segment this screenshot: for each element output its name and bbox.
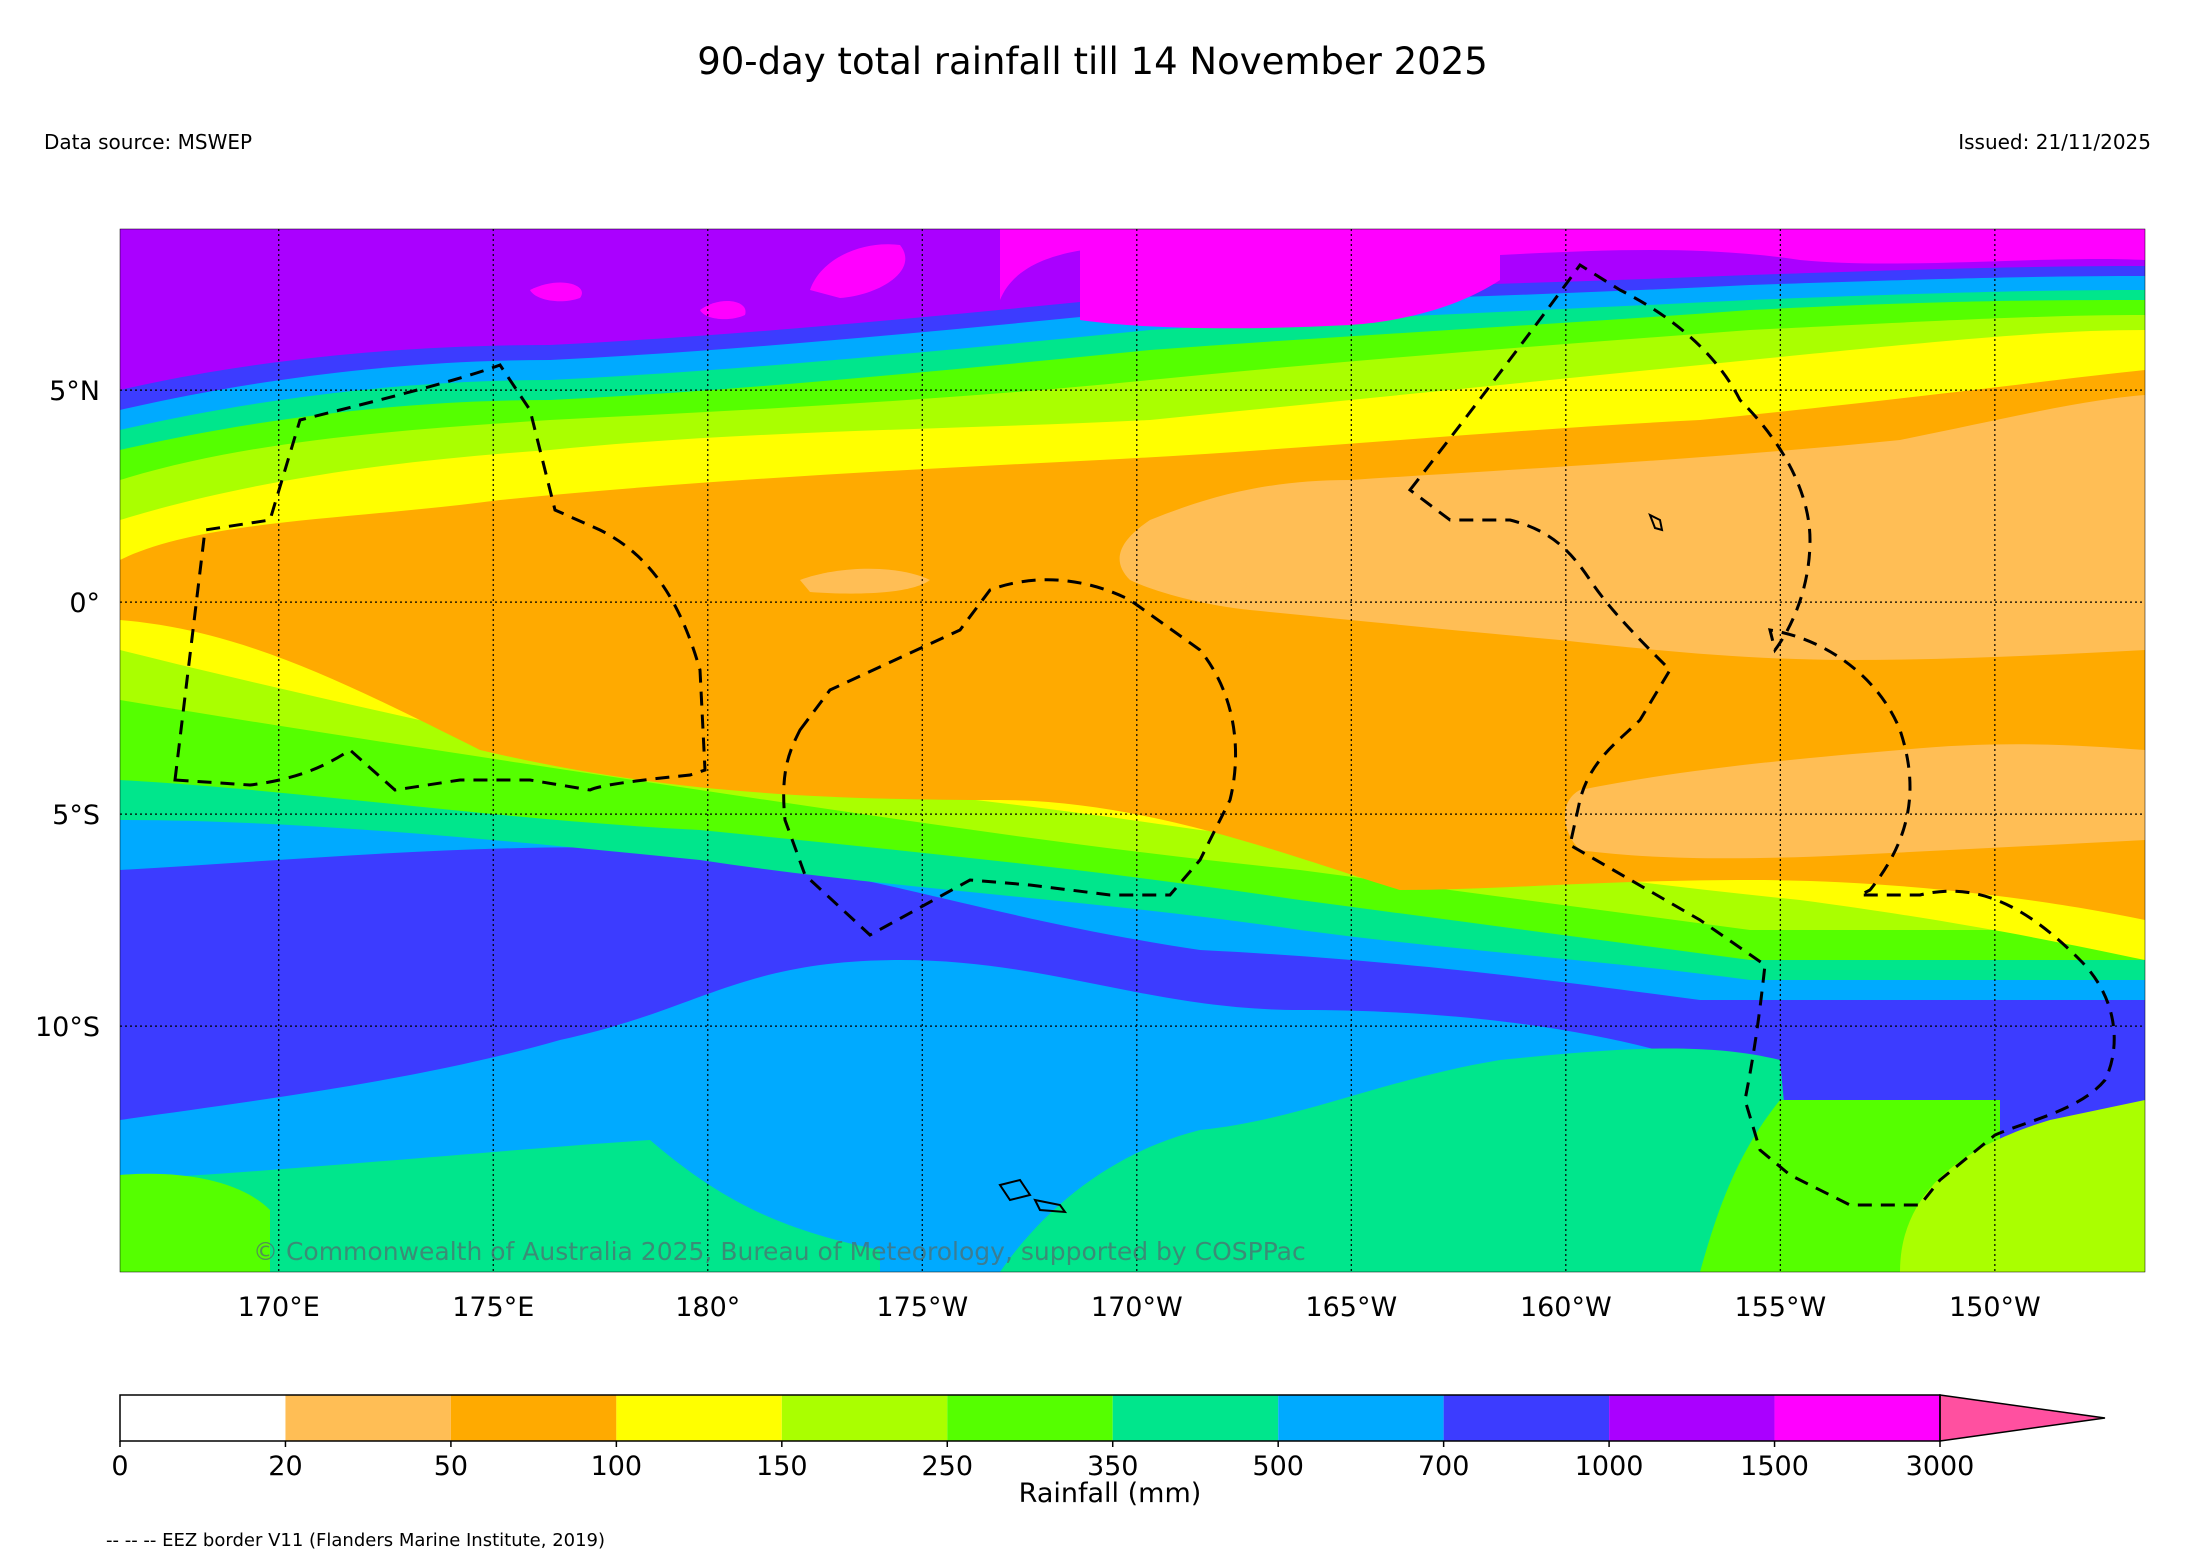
band-250-350-sw: [120, 1173, 270, 1272]
colorbar: 0 20 50 100 150 250 350 500 700 1000 1500 3000: [111, 1394, 2106, 1482]
colorbar-outline: [119, 1394, 1941, 1442]
lon-tick-label: 165°W: [1305, 1292, 1397, 1323]
colorbar-tick-label: 1000: [1575, 1451, 1644, 1482]
colorbar-tick-label: 100: [591, 1451, 643, 1482]
colorbar-tick-label: 50: [434, 1451, 468, 1482]
map-gridlines: [120, 229, 2145, 1272]
colorbar-tick-label: 150: [756, 1451, 808, 1482]
rainfall-field: [120, 229, 2145, 1272]
island-samoa-1: [998, 1178, 1032, 1202]
data-source-label: Data source: MSWEP: [44, 130, 253, 154]
colorbar-tick-label: 350: [1087, 1451, 1139, 1482]
colorbar-segment: [1774, 1395, 1940, 1441]
lat-tick-label: 5°N: [49, 376, 100, 407]
lon-tick-label: 180°: [675, 1292, 740, 1323]
map-title: 90-day total rainfall till 14 November 2…: [697, 40, 1488, 83]
eez-border-kiribati-gilbert: [173, 363, 707, 792]
map-frame: [119, 228, 2146, 1273]
colorbar-segment: [616, 1395, 782, 1441]
colorbar-tick-label: 20: [268, 1451, 302, 1482]
lat-tick-label: 5°S: [52, 800, 100, 831]
colorbar-segment: [781, 1395, 948, 1441]
lon-tick-label: 175°W: [876, 1292, 968, 1323]
colorbar-segment: [450, 1395, 617, 1441]
band-1500-3000-a: [810, 244, 906, 298]
colorbar-segment: [1443, 1395, 1610, 1441]
band-1000-1500: [120, 229, 2145, 390]
copyright-watermark: © Commonwealth of Australia 2025, Bureau…: [253, 1237, 1306, 1266]
longitude-labels: 170°E 175°E 180° 175°W 170°W 165°W 160°W 155°W 1…: [238, 1292, 2041, 1323]
band-150-250-se: [1900, 1100, 2145, 1272]
lon-tick-label: 155°W: [1734, 1292, 1826, 1323]
island-samoa-2: [1033, 1198, 1068, 1214]
lon-tick-label: 175°E: [452, 1292, 534, 1323]
colorbar-segment: [947, 1395, 1113, 1441]
band-20-50-a: [1119, 395, 2145, 660]
island-marquesas: [1648, 512, 1664, 532]
lon-tick-label: 170°E: [238, 1292, 320, 1323]
band-350-500-south: [120, 1140, 880, 1272]
island-outlines: [998, 512, 1664, 1214]
issued-date-label: Issued: 21/11/2025: [1958, 130, 2151, 154]
colorbar-segment: [285, 1395, 451, 1441]
colorbar-segment: [1278, 1395, 1444, 1441]
colorbar-segment: [120, 1395, 286, 1441]
colorbar-tick-label: 700: [1418, 1451, 1470, 1482]
band-1500-3000-e: [700, 300, 746, 320]
lat-tick-label: 0°: [69, 588, 100, 619]
lon-tick-label: 160°W: [1520, 1292, 1612, 1323]
band-1500-3000-d: [530, 282, 582, 302]
eez-borders: [173, 262, 2116, 1207]
eez-footnote: -- -- -- EEZ border V11 (Flanders Marine…: [106, 1530, 606, 1551]
lon-tick-label: 170°W: [1091, 1292, 1183, 1323]
colorbar-tick-label: 1500: [1740, 1451, 1809, 1482]
colorbar-segment: [1609, 1395, 1775, 1441]
eez-border-line-islands: [1407, 262, 2116, 1207]
band-20-50-b: [1565, 744, 2145, 859]
colorbar-tick-label: 3000: [1906, 1451, 1975, 1482]
colorbar-segment: [1112, 1395, 1279, 1441]
band-350-500-southeast: [1000, 1048, 1800, 1272]
colorbar-tick-label: 500: [1252, 1451, 1304, 1482]
colorbar-tick-label: 250: [921, 1451, 973, 1482]
colorbar-title: Rainfall (mm): [1019, 1478, 1202, 1509]
lon-tick-label: 150°W: [1949, 1292, 2041, 1323]
band-1500-3000-c: [1080, 229, 1500, 329]
colorbar-extend-arrow: [1939, 1394, 2106, 1442]
latitude-labels: 5°N 0° 5°S 10°S: [35, 376, 100, 1043]
band-20-50-c: [800, 568, 930, 594]
lat-tick-label: 10°S: [35, 1012, 100, 1043]
colorbar-tick-label: 0: [111, 1451, 128, 1482]
